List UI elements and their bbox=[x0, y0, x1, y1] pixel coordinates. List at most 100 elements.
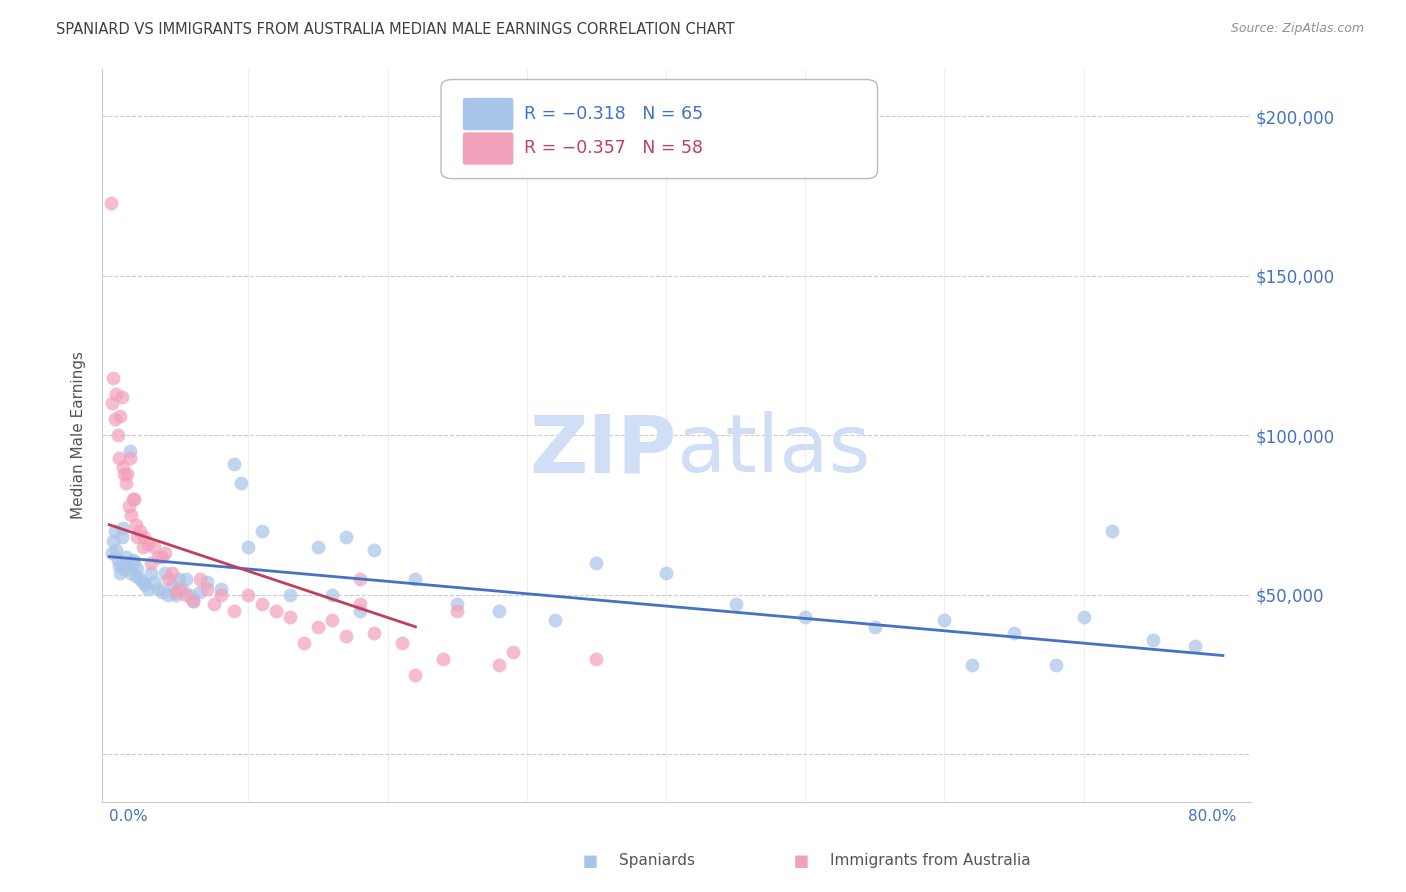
Point bbox=[179, 588, 201, 602]
Point bbox=[209, 588, 232, 602]
Point bbox=[110, 409, 132, 424]
Point bbox=[165, 588, 187, 602]
Point bbox=[231, 476, 253, 491]
Point bbox=[544, 614, 567, 628]
Text: R = −0.318   N = 65: R = −0.318 N = 65 bbox=[523, 105, 703, 123]
Point bbox=[134, 578, 156, 592]
Point bbox=[432, 651, 454, 665]
Point bbox=[104, 412, 127, 426]
Point bbox=[100, 195, 122, 210]
Point bbox=[446, 604, 468, 618]
Point bbox=[118, 499, 141, 513]
Point bbox=[252, 598, 274, 612]
Point bbox=[146, 549, 169, 564]
Point bbox=[142, 540, 165, 554]
Point bbox=[585, 651, 607, 665]
Point bbox=[585, 556, 607, 570]
Point bbox=[117, 467, 139, 481]
Point bbox=[167, 572, 190, 586]
Point bbox=[655, 566, 678, 580]
Point bbox=[120, 450, 142, 465]
Point bbox=[114, 562, 136, 576]
Point bbox=[146, 582, 169, 596]
Point bbox=[349, 604, 371, 618]
Point bbox=[112, 521, 135, 535]
FancyBboxPatch shape bbox=[441, 79, 877, 178]
Text: ▪: ▪ bbox=[582, 849, 599, 872]
Point bbox=[502, 645, 524, 659]
Point bbox=[278, 610, 301, 624]
Point bbox=[195, 582, 218, 596]
Point bbox=[111, 390, 134, 404]
Point bbox=[150, 584, 173, 599]
Point bbox=[167, 582, 190, 596]
Point bbox=[128, 572, 150, 586]
Point bbox=[131, 540, 153, 554]
Text: 80.0%: 80.0% bbox=[1188, 809, 1237, 823]
Point bbox=[131, 575, 153, 590]
Point bbox=[349, 598, 371, 612]
Point bbox=[174, 572, 197, 586]
Text: ▪: ▪ bbox=[793, 849, 810, 872]
Point bbox=[1045, 658, 1067, 673]
Point bbox=[139, 566, 162, 580]
Point bbox=[224, 457, 246, 471]
Point bbox=[111, 531, 134, 545]
Point bbox=[101, 396, 124, 410]
Point bbox=[170, 582, 193, 596]
Point bbox=[321, 588, 343, 602]
Point bbox=[132, 531, 155, 545]
Point bbox=[264, 604, 287, 618]
Point bbox=[153, 546, 176, 560]
Point bbox=[1101, 524, 1123, 538]
Point bbox=[115, 476, 138, 491]
Point bbox=[125, 531, 148, 545]
Point bbox=[112, 460, 135, 475]
Point bbox=[292, 636, 315, 650]
Point bbox=[278, 588, 301, 602]
Point bbox=[104, 524, 127, 538]
Point bbox=[224, 604, 246, 618]
Point bbox=[404, 667, 426, 681]
Point bbox=[181, 594, 204, 608]
Point bbox=[1142, 632, 1164, 647]
Point bbox=[121, 492, 143, 507]
Text: Immigrants from Australia: Immigrants from Australia bbox=[830, 854, 1031, 868]
Point bbox=[202, 598, 225, 612]
Point bbox=[103, 371, 125, 385]
Text: Source: ZipAtlas.com: Source: ZipAtlas.com bbox=[1230, 22, 1364, 36]
Point bbox=[724, 598, 747, 612]
Point bbox=[174, 588, 197, 602]
Text: atlas: atlas bbox=[676, 411, 870, 489]
Point bbox=[107, 553, 129, 567]
Y-axis label: Median Male Earnings: Median Male Earnings bbox=[72, 351, 86, 519]
Point bbox=[150, 549, 173, 564]
Point bbox=[962, 658, 984, 673]
Point bbox=[122, 556, 145, 570]
Point bbox=[307, 540, 329, 554]
Point bbox=[105, 543, 128, 558]
Point bbox=[363, 543, 385, 558]
Point bbox=[238, 540, 260, 554]
Point bbox=[1073, 610, 1095, 624]
Text: 0.0%: 0.0% bbox=[110, 809, 148, 823]
Point bbox=[108, 450, 131, 465]
Point bbox=[110, 566, 132, 580]
Point bbox=[156, 588, 179, 602]
Text: R = −0.357   N = 58: R = −0.357 N = 58 bbox=[523, 139, 703, 158]
Point bbox=[160, 566, 183, 580]
Point bbox=[446, 598, 468, 612]
Point bbox=[105, 387, 128, 401]
Point bbox=[165, 584, 187, 599]
Point bbox=[101, 546, 124, 560]
Point bbox=[124, 517, 146, 532]
Point bbox=[391, 636, 413, 650]
Point bbox=[139, 556, 162, 570]
Point bbox=[1184, 639, 1206, 653]
Point bbox=[181, 594, 204, 608]
Point bbox=[1002, 626, 1025, 640]
Point bbox=[103, 533, 125, 548]
Point bbox=[321, 614, 343, 628]
Point bbox=[363, 626, 385, 640]
Text: Spaniards: Spaniards bbox=[619, 854, 695, 868]
